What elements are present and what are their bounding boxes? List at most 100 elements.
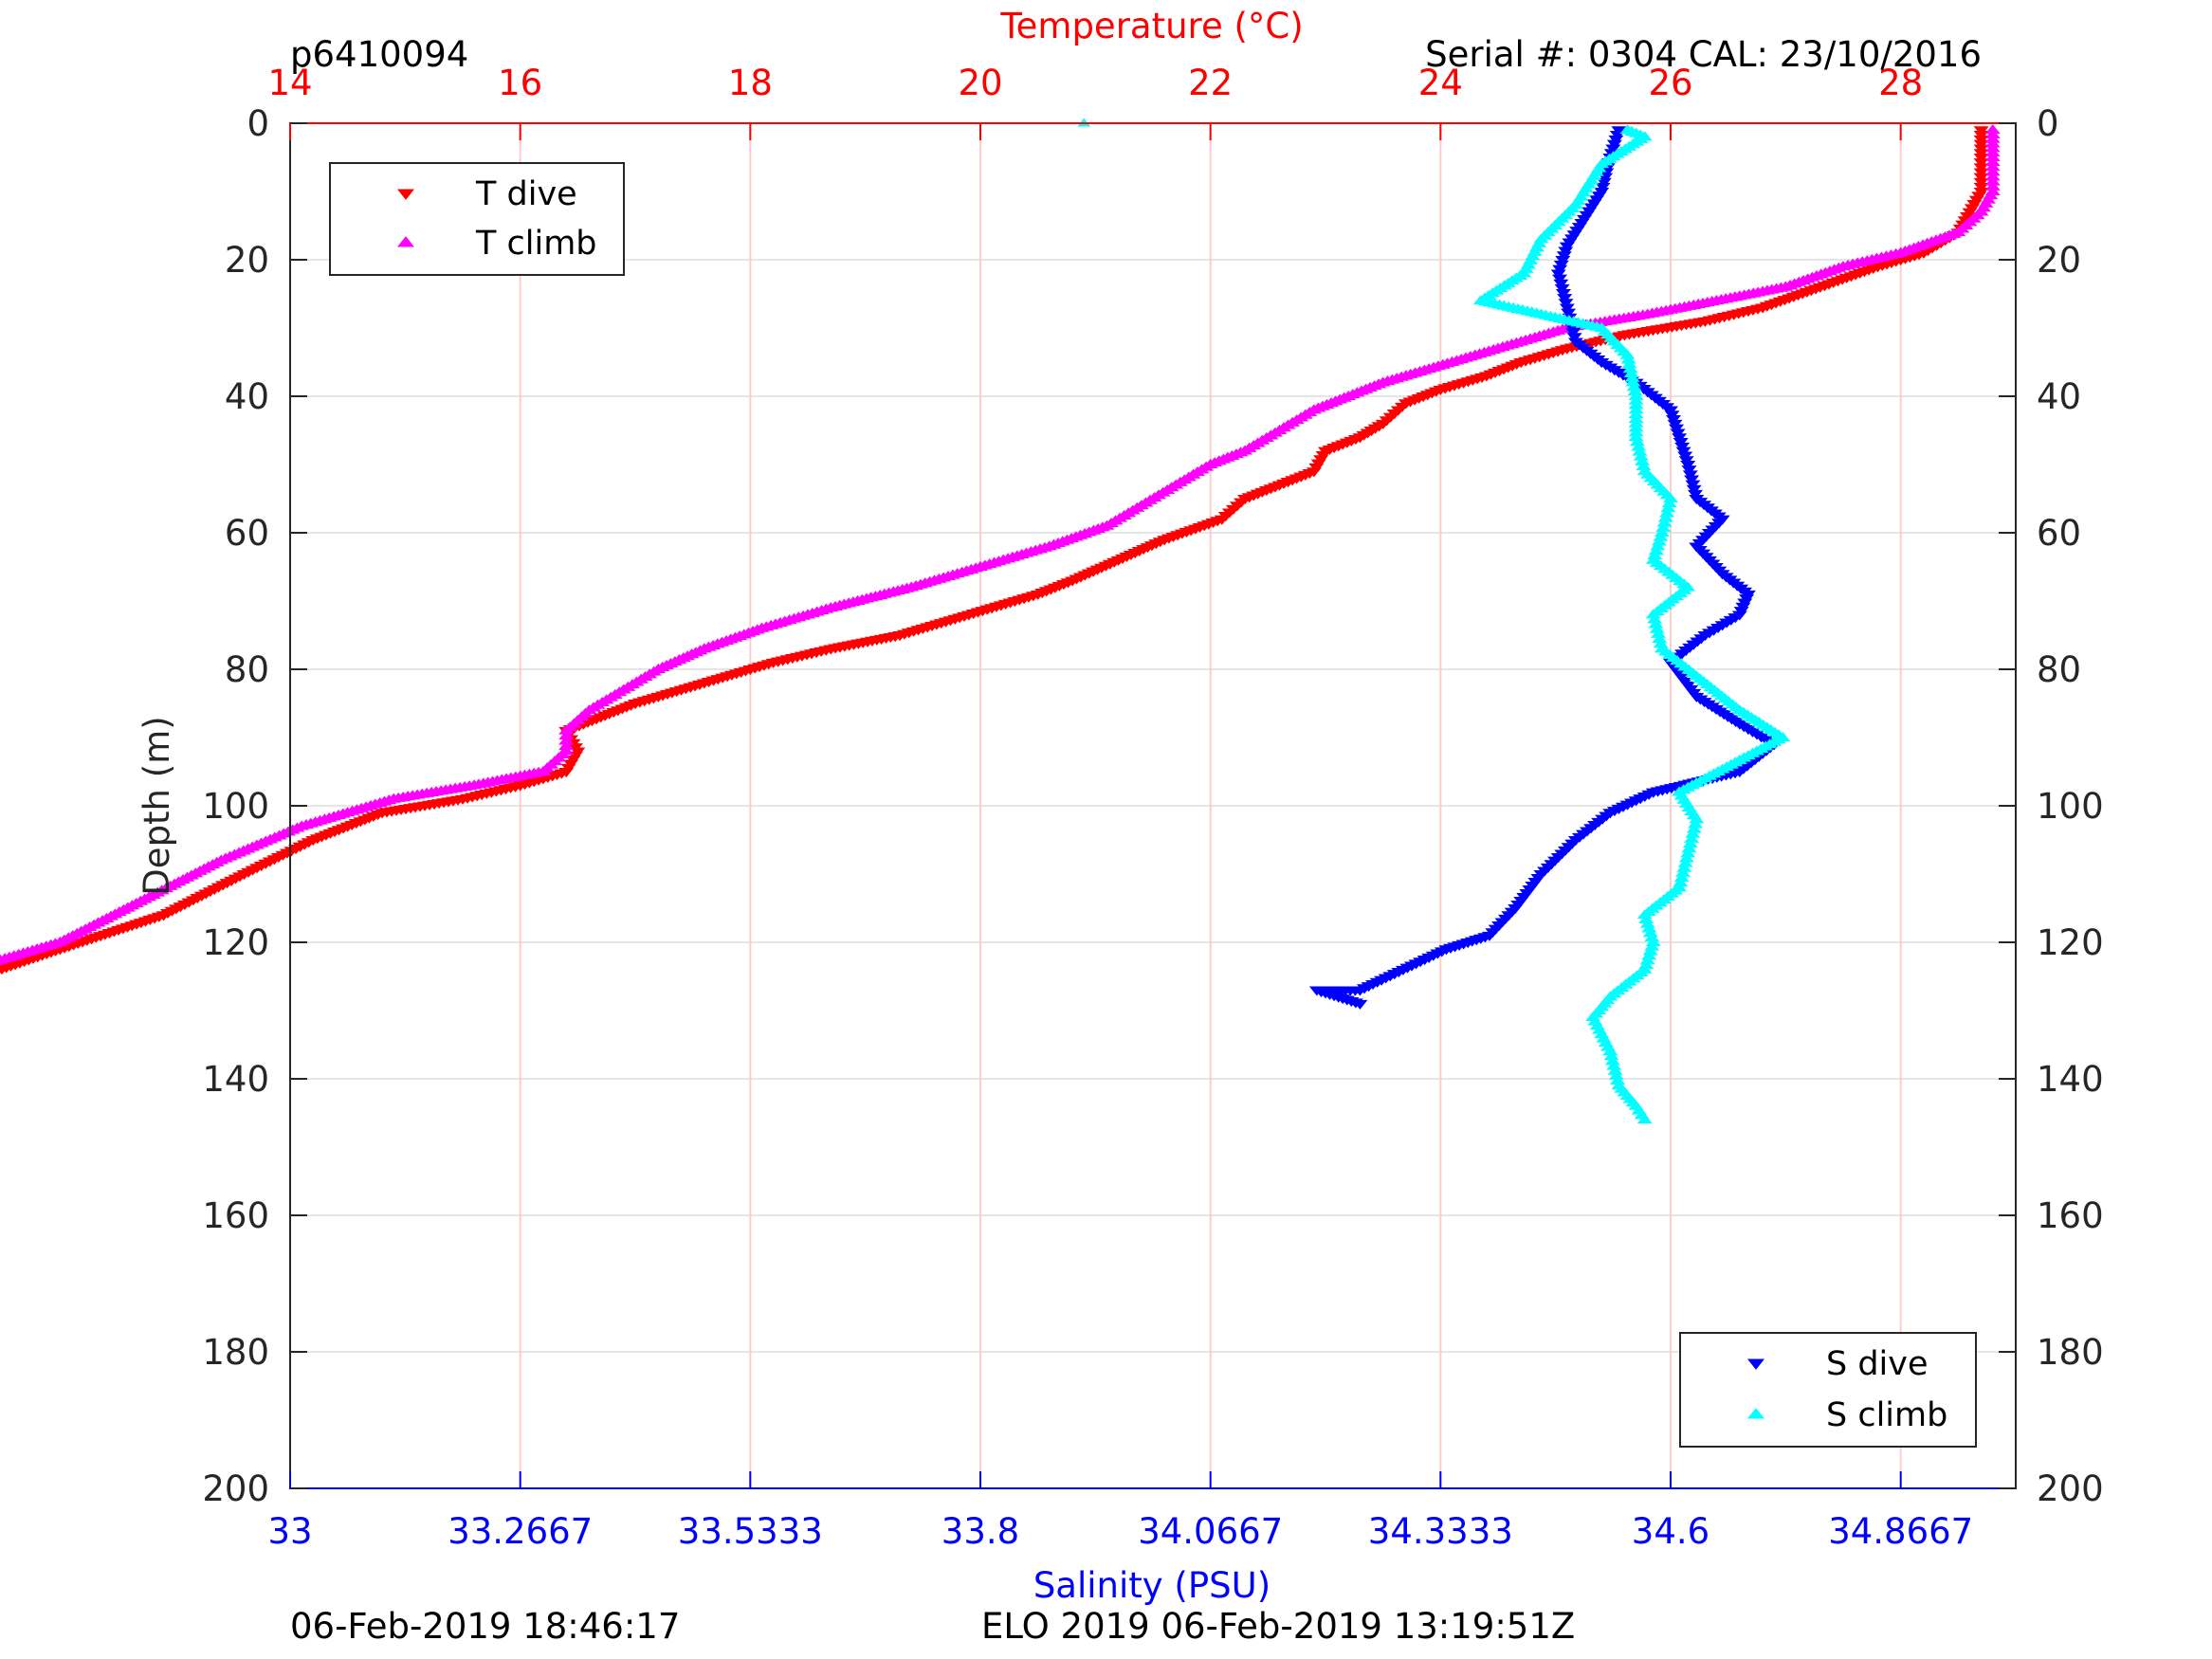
data-point: [1681, 465, 1697, 476]
data-point: [1686, 823, 1702, 833]
legend-salinity-box: [1679, 1332, 1977, 1448]
data-point: [1984, 161, 2001, 172]
data-point: [1352, 999, 1368, 1010]
data-point: [1652, 632, 1668, 644]
data-point: [1635, 455, 1651, 465]
legend-s-dive-marker: [1747, 1358, 1764, 1370]
depth-tick-label-right: 120: [2037, 922, 2104, 963]
salinity-tick-label: 33.2667: [448, 1511, 593, 1552]
salinity-tick-label: 33.8: [941, 1511, 1019, 1552]
salinity-axis-title: Salinity (PSU): [1033, 1565, 1271, 1606]
data-point: [1649, 623, 1665, 633]
temperature-tick-label: 24: [1418, 63, 1463, 103]
data-point: [558, 724, 575, 735]
data-point: [1648, 545, 1664, 556]
data-point: [1678, 852, 1694, 863]
data-point: [1660, 502, 1676, 513]
data-point: [1684, 475, 1700, 485]
temperature-tick-label: 16: [498, 63, 542, 103]
depth-tick-label-left: 200: [202, 1468, 269, 1509]
legend-s-dive-label: S dive: [1826, 1345, 1929, 1383]
data-point: [1566, 333, 1582, 343]
legend-temperature: T dive T climb: [329, 162, 625, 276]
temperature-tick-label: 26: [1648, 63, 1692, 103]
depth-tick-label-right: 160: [2037, 1195, 2104, 1236]
data-point: [1651, 536, 1667, 546]
data-point: [1686, 484, 1702, 495]
data-point: [1639, 955, 1655, 965]
data-point: [0, 968, 1, 969]
temperature-tick-label: 28: [1878, 63, 1923, 103]
data-point: [1638, 958, 1654, 969]
data-point: [1645, 936, 1661, 946]
salinity-tick-label: 34.0667: [1138, 1511, 1283, 1552]
footer-timestamp: 06-Feb-2019 18:46:17: [290, 1606, 680, 1647]
depth-tick-label-right: 40: [2037, 376, 2081, 417]
data-point: [558, 730, 575, 740]
depth-tick-label-left: 120: [202, 922, 269, 963]
data-point: [1685, 480, 1701, 490]
data-point: [1595, 182, 1611, 192]
data-point: [1606, 1060, 1622, 1070]
data-point: [1561, 308, 1577, 319]
data-point: [1628, 431, 1644, 442]
depth-tick-label-right: 180: [2037, 1332, 2104, 1373]
data-point: [1554, 283, 1570, 294]
data-point: [1625, 376, 1641, 387]
data-point: [1973, 163, 1989, 173]
data-point: [1656, 517, 1673, 527]
footer-mission-label: ELO 2019 06-Feb-2019 13:19:51Z: [981, 1606, 1575, 1647]
data-point: [1603, 1050, 1619, 1061]
depth-tick-label-left: 0: [247, 103, 269, 144]
data-point: [1984, 175, 2001, 186]
depth-tick-label-right: 140: [2037, 1059, 2104, 1100]
data-marks: [0, 118, 2001, 1124]
legend-salinity: S dive S climb: [1679, 1332, 1977, 1448]
data-point: [1633, 450, 1649, 461]
data-point: [1673, 877, 1689, 887]
temperature-tick-label: 14: [267, 63, 312, 103]
data-point: [1608, 1069, 1624, 1080]
data-point: [558, 735, 575, 745]
data-point: [1688, 489, 1703, 500]
data-point: [1626, 381, 1642, 392]
data-point: [1619, 349, 1636, 359]
depth-tick-label-left: 60: [225, 513, 269, 554]
data-point: [1636, 460, 1652, 471]
series-s-climb: [1472, 124, 1791, 1124]
depth-tick-label-left: 80: [225, 649, 269, 690]
data-point: [1689, 813, 1705, 824]
data-point: [1973, 173, 1989, 183]
data-point: [1984, 156, 2001, 167]
data-point: [1565, 328, 1581, 338]
data-point: [1973, 168, 1989, 178]
data-point: [1558, 299, 1574, 309]
data-point: [1632, 446, 1648, 456]
depth-tick-label-left: 180: [202, 1332, 269, 1373]
data-point: [1681, 843, 1697, 853]
data-point: [1984, 180, 2001, 191]
data-point: [1984, 166, 2001, 176]
grid: [290, 123, 2016, 1488]
profile-id: p6410094: [290, 34, 468, 75]
depth-tick-label-right: 100: [2037, 786, 2104, 827]
axes: 0 0 20 20 40 40 60 60 80 80 100 100 120 120 140 140 160 1…: [202, 63, 2103, 1552]
legend-temperature-box: [329, 162, 625, 276]
data-point: [1984, 151, 2001, 161]
data-point: [1642, 927, 1658, 938]
data-point: [1620, 354, 1636, 364]
data-point: [1655, 521, 1672, 532]
salinity-tick-label: 33: [267, 1511, 312, 1552]
data-point: [558, 739, 575, 750]
series-t-climb: [0, 124, 2001, 966]
temperature-tick-label: 22: [1188, 63, 1233, 103]
data-point: [1622, 363, 1638, 374]
data-point: [1682, 837, 1698, 848]
data-point: [1659, 507, 1675, 518]
legend-t-dive-marker: [397, 189, 414, 200]
depth-axis-title: Depth (m): [137, 716, 177, 895]
data-point: [1673, 871, 1690, 883]
salinity-tick-label: 34.8667: [1828, 1511, 1973, 1552]
temperature-tick-label: 18: [728, 63, 773, 103]
depth-tick-label-left: 40: [225, 376, 269, 417]
